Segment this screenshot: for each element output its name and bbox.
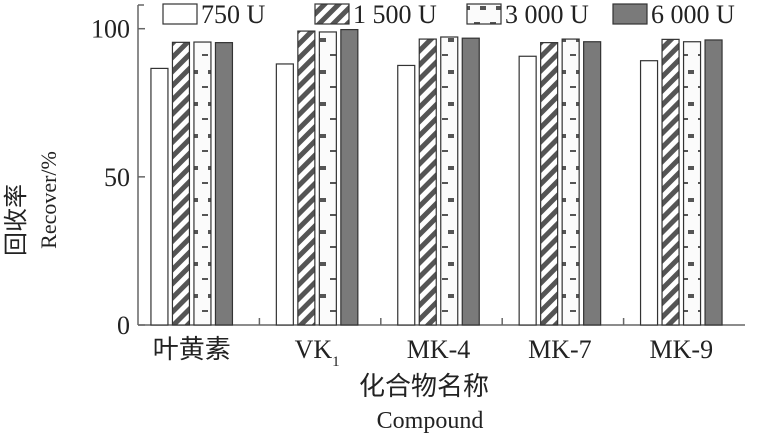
- bar-1500U-0: [171, 41, 191, 326]
- y-axis-title-en: Recover/%: [36, 151, 61, 249]
- bar-3000U-0: [193, 41, 212, 326]
- axes: 0 50 100 叶黄素 VK1 MK-4 MK-7 MK-9: [91, 4, 745, 370]
- legend-label: 3 000 U: [505, 0, 589, 29]
- bars: [150, 28, 723, 326]
- x-tick-label: MK-4: [407, 335, 471, 364]
- y-tick-label: 50: [104, 163, 130, 192]
- legend: 750 U 1 500 U 3 000 U 6 000 U: [162, 0, 735, 29]
- bar-6000U-4: [704, 39, 723, 326]
- x-tick-label: 叶黄素: [153, 335, 231, 364]
- legend-label: 6 000 U: [651, 0, 735, 29]
- bar-6000U-1: [340, 28, 359, 326]
- bar-1500U-1: [297, 30, 316, 326]
- bar-750U-1: [275, 63, 294, 326]
- bar-6000U-0: [214, 42, 234, 326]
- x-tick-label: VK1: [295, 335, 340, 370]
- bar-750U-0: [150, 67, 169, 326]
- bar-3000U-3: [561, 38, 580, 326]
- x-axis-title-cn: 化合物名称: [359, 372, 489, 401]
- x-tick-label: MK-9: [650, 335, 714, 364]
- y-axis-title-cn: 回收率: [3, 184, 30, 256]
- bar-1500U-2: [418, 38, 437, 326]
- bar-1500U-4: [661, 38, 680, 326]
- bar-3000U-1: [318, 31, 337, 326]
- bar-750U-2: [397, 64, 416, 326]
- legend-label: 750 U: [201, 0, 266, 29]
- bar-750U-3: [518, 55, 537, 326]
- legend-swatch: [612, 3, 648, 25]
- bar-3000U-4: [682, 41, 702, 326]
- legend-swatch: [466, 3, 502, 25]
- y-tick-label: 100: [91, 15, 130, 44]
- bar-1500U-3: [540, 42, 559, 326]
- bar-6000U-2: [461, 37, 480, 326]
- x-axis-title-en: Compound: [377, 408, 484, 434]
- bar-6000U-3: [583, 41, 602, 326]
- legend-swatch: [314, 3, 350, 25]
- bar-750U-4: [639, 60, 659, 326]
- y-tick-label: 0: [117, 311, 130, 340]
- legend-label: 1 500 U: [353, 0, 437, 29]
- legend-swatch: [162, 3, 198, 25]
- x-tick-label: MK-7: [528, 335, 592, 364]
- bar-3000U-2: [440, 36, 459, 326]
- x-tick-label-subscript: 1: [332, 354, 340, 370]
